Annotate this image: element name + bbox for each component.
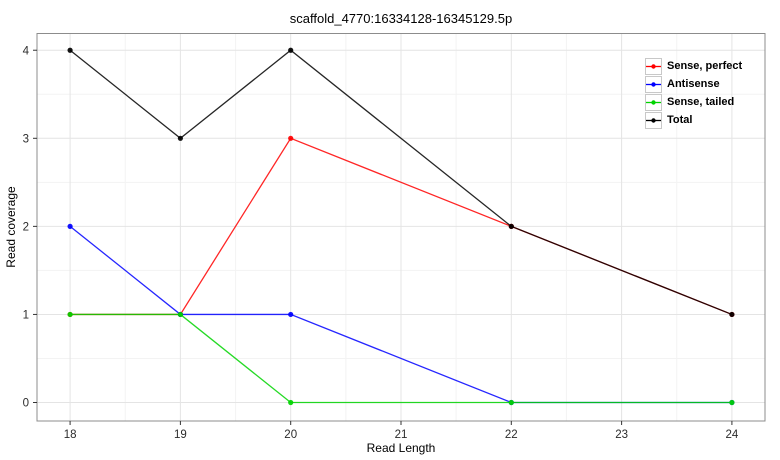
x-tick-label: 21 [395,429,408,441]
y-tick-label: 1 [23,309,29,321]
x-tick-label: 22 [505,429,518,441]
x-tick-label: 18 [64,429,77,441]
legend-label: Antisense [667,78,720,90]
data-point-sense-tailed [177,311,183,318]
chart-title: scaffold_4770:16334128-16345129.5p [289,11,513,26]
data-point-sense-tailed [508,399,514,406]
y-axis-label: Read coverage [4,186,18,268]
legend-line-dot-icon [646,118,661,123]
data-point-sense-perfect [288,135,294,141]
legend-key-sense-tailed-icon [645,94,662,111]
data-point-sense-tailed [67,311,73,318]
data-point-total [508,223,514,229]
y-tick-label: 2 [23,221,29,233]
legend-key-sense-perfect-icon [645,58,662,75]
legend-line-dot-icon [646,64,661,69]
data-point-total [729,311,735,318]
data-point-antisense [288,311,294,318]
y-tick-label: 3 [23,133,29,145]
legend: Sense, perfect Antisense Sense, tailed Tota… [645,57,742,130]
x-axis-label: Read Length [366,441,436,455]
legend-key-antisense-icon [645,76,662,93]
legend-label: Total [667,114,693,126]
y-tick-label: 4 [23,45,30,57]
x-tick-label: 24 [726,429,739,441]
y-tick-label: 0 [23,398,29,410]
x-tick-label: 20 [284,429,297,441]
legend-label: Sense, tailed [667,96,735,108]
legend-item-antisense: Antisense [645,75,742,94]
legend-label: Sense, perfect [667,60,743,72]
x-tick-label: 23 [615,429,628,441]
data-point-sense-tailed [729,399,735,406]
legend-line-dot-icon [646,82,661,87]
data-point-total [177,135,183,141]
legend-key-total-icon [645,112,662,129]
x-tick-label: 19 [174,429,187,441]
legend-item-total: Total [645,111,742,130]
data-point-total [67,47,73,53]
data-point-sense-tailed [288,399,294,406]
data-point-total [288,47,294,53]
legend-item-sense-tailed: Sense, tailed [645,93,742,112]
legend-line-dot-icon [646,100,661,105]
legend-item-sense-perfect: Sense, perfect [645,57,742,76]
data-point-antisense [67,223,73,229]
